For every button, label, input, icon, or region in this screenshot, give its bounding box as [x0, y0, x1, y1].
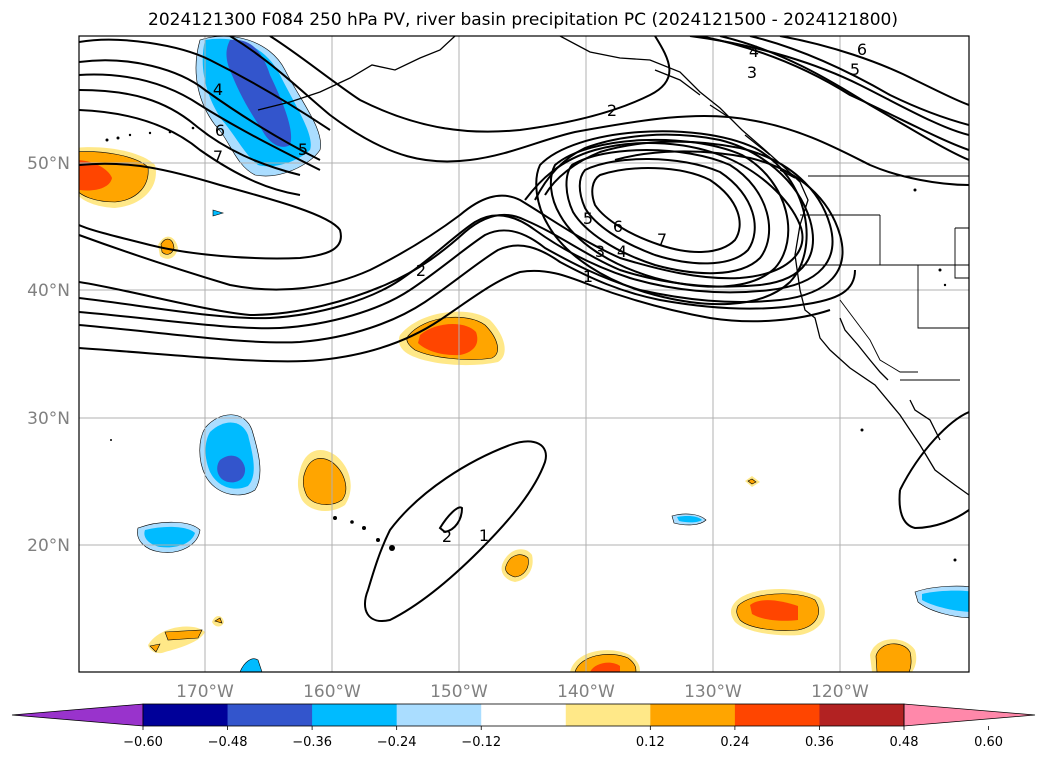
- graticule: [79, 36, 969, 672]
- colorbar-tick-label: −0.48: [208, 735, 248, 750]
- lon-label: 170°W: [176, 682, 234, 702]
- contour-label: 7: [213, 147, 223, 166]
- lon-label: 130°W: [684, 682, 742, 702]
- contour-label: 2: [607, 101, 617, 120]
- contour-label: 3: [595, 242, 605, 261]
- precip-negative-anomalies: [137, 36, 969, 672]
- pv-contours: [79, 36, 969, 622]
- contour-label: 1: [479, 526, 489, 545]
- colorbar-frame: [142, 703, 905, 727]
- contour-label: 6: [613, 217, 623, 236]
- colorbar-bin: [565, 704, 651, 726]
- colorbar-tick-label: −0.24: [377, 735, 417, 750]
- colorbar-bin: [819, 704, 905, 726]
- contour-label: 5: [583, 209, 593, 228]
- colorbar-bin: [227, 704, 313, 726]
- lat-label: 40°N: [27, 281, 70, 301]
- colorbar-extend-low: [11, 703, 144, 727]
- colorbar-bin: [734, 704, 820, 726]
- contour-label: 1: [583, 267, 593, 286]
- lon-label: 150°W: [430, 682, 488, 702]
- lon-label: 120°W: [811, 682, 869, 702]
- coastlines: [257, 36, 969, 496]
- contour-label: 3: [747, 63, 757, 82]
- colorbar-bin: [396, 704, 482, 726]
- contour-label: 7: [657, 230, 667, 249]
- map-title: 2024121300 F084 250 hPa PV, river basin …: [148, 10, 898, 30]
- colorbar-bin: [143, 704, 229, 726]
- colorbar-tick-label: 0.60: [974, 735, 1003, 750]
- colorbar-tick-label: 0.12: [636, 735, 665, 750]
- contour-label: 4: [617, 242, 627, 261]
- colorbar-tick-label: 0.36: [805, 735, 834, 750]
- lat-label: 20°N: [27, 536, 70, 556]
- contour-label: 2: [416, 261, 426, 280]
- contour-label: 4: [749, 42, 759, 61]
- colorbar-bin: [312, 704, 398, 726]
- colorbar: −0.60 −0.48 −0.36 −0.24 −0.12 0.12 0.24 0.36 0.4…: [11, 703, 1036, 750]
- colorbar-tick-label: 0.24: [720, 735, 749, 750]
- lon-label: 160°W: [303, 682, 361, 702]
- lat-label: 30°N: [27, 409, 70, 429]
- colorbar-tick-label: −0.60: [123, 735, 163, 750]
- political-borders: [800, 175, 969, 381]
- contour-label: 6: [857, 40, 867, 59]
- colorbar-tick-label: −0.12: [461, 735, 501, 750]
- contour-label: 2: [442, 527, 452, 546]
- contour-label: 4: [213, 80, 223, 99]
- contour-label: 5: [298, 140, 308, 159]
- map-frame: [78, 35, 970, 673]
- precip-positive-anomalies: [79, 147, 917, 672]
- colorbar-bin: [481, 704, 567, 726]
- colorbar-extend-high: [903, 703, 1036, 727]
- pv-contour-labels: 2 4 3 6 5 4 6 7 5 5 6 7 3 4 1 2 2 1: [213, 40, 867, 546]
- contour-label: 5: [850, 60, 860, 79]
- contour-label: 6: [215, 121, 225, 140]
- colorbar-bin: [650, 704, 736, 726]
- colorbar-tick-label: 0.48: [890, 735, 919, 750]
- latitude-labels: 50°N 40°N 30°N 20°N: [27, 154, 70, 556]
- longitude-labels: 170°W 160°W 150°W 140°W 130°W 120°W: [176, 682, 869, 702]
- lat-label: 50°N: [27, 154, 70, 174]
- lon-label: 140°W: [557, 682, 615, 702]
- colorbar-tick-label: −0.36: [292, 735, 332, 750]
